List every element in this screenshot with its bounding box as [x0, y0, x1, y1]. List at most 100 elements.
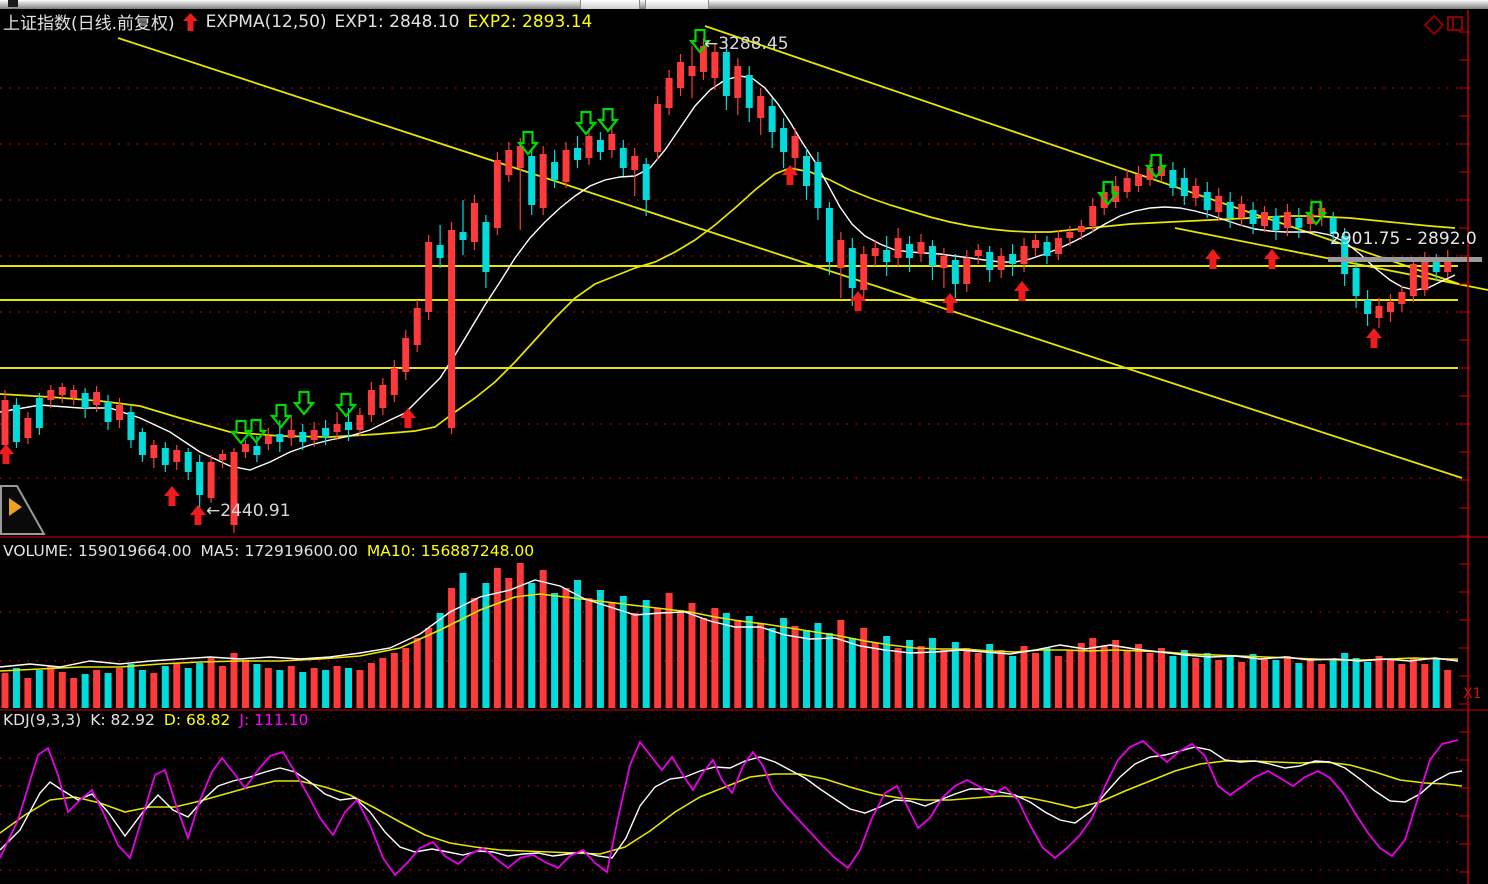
volume-bar	[1123, 650, 1131, 708]
candle-body	[642, 164, 650, 200]
volume-bar	[1409, 658, 1417, 708]
candle-body	[493, 160, 501, 228]
candle-body	[539, 154, 547, 208]
candle-body	[138, 432, 146, 455]
volume-bar	[562, 588, 570, 708]
volume-bar	[1272, 660, 1280, 708]
volume-bar	[1054, 656, 1062, 708]
split-window-icon[interactable]	[1447, 16, 1463, 31]
volume-bar	[825, 633, 833, 708]
toolbar-strip[interactable]	[0, 0, 1488, 9]
exp2-value-label: EXP2: 2893.14	[467, 11, 593, 32]
volume-bar	[940, 650, 948, 708]
candle-body	[1123, 178, 1131, 192]
volume-bar	[413, 638, 421, 708]
toolbar-button[interactable]	[580, 0, 640, 9]
volume-bar	[425, 628, 433, 708]
candle-body	[825, 208, 833, 262]
volume-bar	[505, 578, 513, 708]
volume-bar	[791, 626, 799, 708]
candle-body	[150, 445, 158, 458]
volume-bar	[390, 653, 398, 708]
candle-body	[608, 134, 616, 150]
candle-body	[1009, 254, 1017, 264]
candle-body	[1077, 226, 1085, 232]
volume-bar	[356, 670, 364, 708]
expand-handle[interactable]	[0, 485, 46, 535]
volume-bar	[1135, 644, 1143, 708]
buy-signal-arrow-icon	[782, 165, 798, 185]
sell-signal-arrow-icon	[292, 390, 316, 416]
volume-ma10-label: MA10: 156887248.00	[366, 542, 535, 560]
candle-body	[951, 260, 959, 284]
candle-body	[1444, 258, 1452, 272]
volume-bar	[917, 646, 925, 708]
candle-body	[1043, 242, 1051, 256]
sell-signal-arrow-icon	[269, 403, 293, 429]
candle-body	[24, 418, 32, 438]
diamond-icon[interactable]	[1423, 14, 1445, 36]
buy-signal-arrow-icon	[1205, 249, 1221, 269]
kdj-d-line	[0, 760, 1463, 855]
candle-body	[1192, 186, 1200, 198]
candle-body	[1398, 292, 1406, 304]
candle-body	[184, 452, 192, 472]
candle-body	[173, 450, 181, 462]
candle-body	[1364, 300, 1372, 314]
buy-signal-arrow-icon	[164, 486, 180, 506]
volume-bar	[1386, 660, 1394, 708]
candle-body	[768, 106, 776, 132]
volume-bar	[722, 613, 730, 708]
play-triangle-icon[interactable]	[9, 498, 22, 516]
candle-body	[93, 392, 101, 405]
trendline	[704, 25, 1463, 286]
volume-bar	[1215, 660, 1223, 708]
volume-bar	[1032, 653, 1039, 708]
volume-bar	[12, 668, 20, 708]
sell-signal-arrow-icon	[1144, 153, 1168, 179]
candle-body	[894, 238, 902, 258]
candle-body	[253, 446, 261, 455]
candle-body	[104, 402, 112, 422]
volume-value-label: VOLUME: 159019664.00	[3, 542, 192, 560]
volume-bar	[1249, 654, 1257, 708]
candle-body	[986, 252, 994, 270]
candle-body	[459, 232, 467, 240]
volume-bar	[1364, 662, 1372, 708]
candle-body	[425, 242, 433, 312]
candle-body	[287, 430, 295, 438]
candle-body	[299, 432, 307, 442]
high-price-annotation: ←3288.45	[704, 34, 789, 54]
volume-bar	[596, 590, 604, 708]
volume-bar	[551, 593, 559, 708]
candle-body	[711, 52, 719, 78]
candle-body	[814, 162, 822, 208]
volume-bar	[116, 668, 123, 708]
candle-body	[1066, 232, 1074, 238]
candle-body	[81, 393, 89, 408]
volume-bar	[1306, 658, 1314, 708]
candle-body	[207, 462, 215, 498]
volume-bar	[1352, 658, 1360, 708]
volume-bar	[207, 658, 215, 708]
candle-body	[528, 156, 536, 205]
candle-body	[699, 46, 707, 72]
volume-bar	[585, 598, 593, 708]
volume-bar	[1192, 658, 1200, 708]
volume-bar	[539, 570, 547, 708]
candle-body	[688, 66, 696, 76]
volume-bar	[436, 613, 444, 708]
volume-bar	[1169, 656, 1177, 708]
volume-bar	[482, 583, 490, 708]
candle-body	[665, 78, 673, 108]
volume-bar	[1066, 650, 1074, 708]
candle-body	[219, 454, 227, 460]
candle-body	[860, 254, 868, 290]
candle-body	[379, 385, 387, 408]
volume-bar	[1318, 664, 1326, 708]
volume-bar	[230, 653, 238, 708]
toolbar-button[interactable]	[645, 0, 709, 9]
volume-bar	[699, 618, 707, 708]
volume-bar	[493, 568, 501, 708]
